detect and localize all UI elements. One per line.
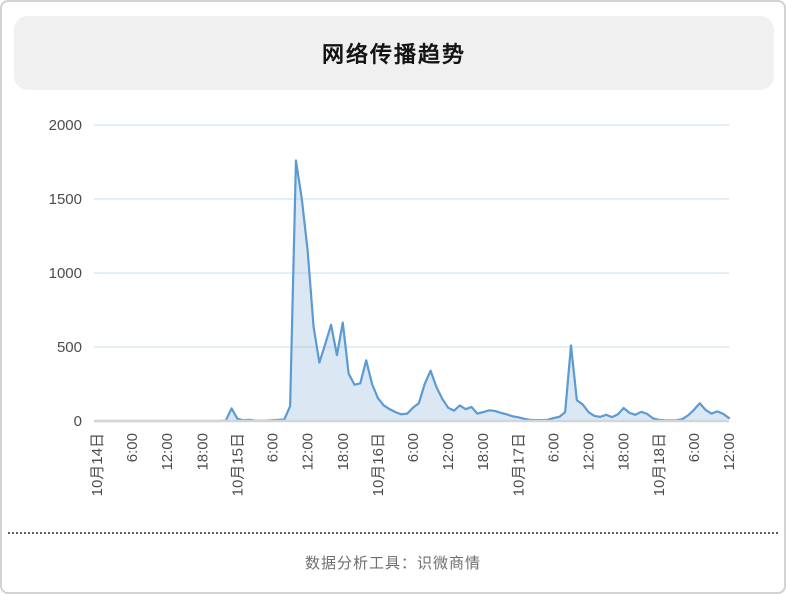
x-tick-label: 18:00 (194, 433, 211, 471)
y-tick-label: 0 (74, 413, 82, 430)
footer-source-text: 数据分析工具：识微商情 (304, 554, 481, 572)
chart-title: 网络传播趋势 (321, 42, 466, 67)
x-axis-labels: 10月14日 6:00 12:00 18:00 10月15日 6:00 12:00 18:00… (89, 433, 738, 496)
x-tick-label: 18:00 (475, 433, 492, 471)
x-tick-label: 12:00 (159, 433, 176, 471)
chart-header: 网络传播趋势 (14, 16, 774, 90)
x-tick-label: 12:00 (440, 433, 457, 471)
x-tick-label: 6:00 (405, 433, 422, 462)
x-tick-label: 6:00 (545, 433, 562, 462)
x-tick-label: 12:00 (581, 433, 598, 471)
x-tick-label: 12:00 (300, 433, 317, 471)
x-tick-label: 10月15日 (229, 433, 246, 496)
y-tick-label: 1000 (49, 265, 82, 282)
x-tick-label: 6:00 (124, 433, 141, 462)
x-tick-label: 10月18日 (651, 433, 668, 496)
y-tick-label: 1500 (49, 191, 82, 208)
x-tick-label: 12:00 (721, 433, 738, 471)
trend-chart: 0 500 1000 1500 2000 10月14日 6:00 12:00 18:00 10月1… (2, 92, 784, 534)
x-tick-label: 10月14日 (89, 433, 106, 496)
y-tick-label: 2000 (49, 117, 82, 134)
x-tick-label: 6:00 (686, 433, 703, 462)
x-tick-label: 18:00 (616, 433, 633, 471)
y-axis-labels: 0 500 1000 1500 2000 (49, 117, 82, 430)
x-tick-label: 10月16日 (370, 433, 387, 496)
x-tick-label: 6:00 (265, 433, 282, 462)
gridlines (94, 124, 729, 348)
footer: 数据分析工具：识微商情 (8, 532, 778, 590)
y-tick-label: 500 (57, 339, 82, 356)
x-tick-label: 10月17日 (510, 433, 527, 496)
x-tick-label: 18:00 (335, 433, 352, 471)
